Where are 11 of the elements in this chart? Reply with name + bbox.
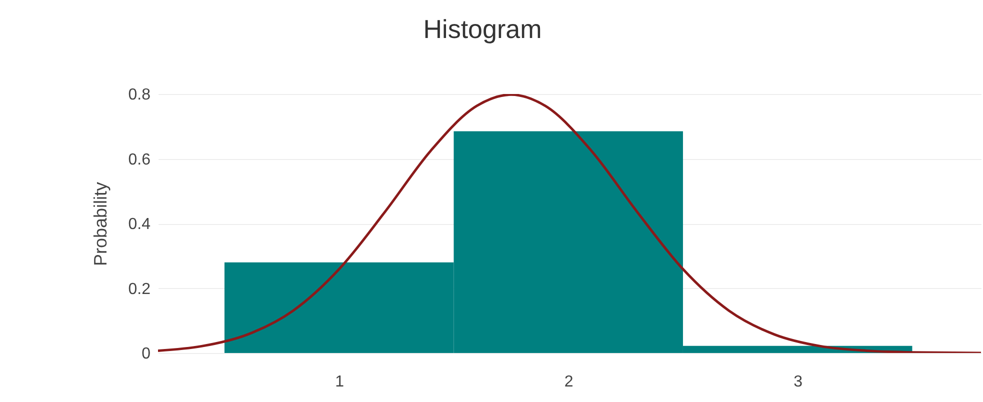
y-tick-label: 0.4	[128, 216, 151, 233]
chart-title: Histogram	[423, 14, 542, 44]
x-tick-label: 1	[335, 374, 344, 390]
y-axis-title: Probability	[90, 182, 110, 266]
y-tick-label: 0.2	[128, 280, 151, 298]
y-tick-label: 0.6	[128, 151, 151, 168]
y-tick-label: 0	[142, 346, 151, 362]
x-tick-label: 3	[794, 374, 803, 390]
line-series	[158, 94, 981, 353]
x-tick-label: 2	[564, 374, 574, 390]
y-tick-label: 0.8	[128, 86, 151, 104]
